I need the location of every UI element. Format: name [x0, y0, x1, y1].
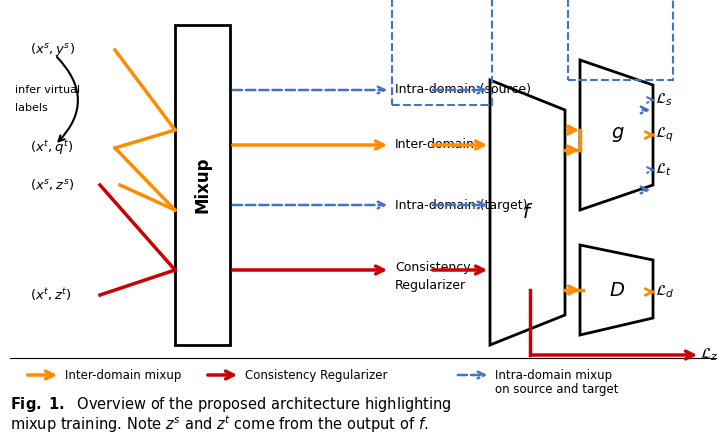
Text: Intra-domain (source): Intra-domain (source): [395, 83, 531, 96]
Text: $(x^s, y^s)$: $(x^s, y^s)$: [30, 41, 76, 58]
Text: Consistency: Consistency: [395, 261, 470, 274]
Text: $(x^t, q^t)$: $(x^t, q^t)$: [30, 139, 73, 157]
Text: Regularizer: Regularizer: [395, 278, 466, 292]
Text: $\mathcal{L}_t$: $\mathcal{L}_t$: [655, 161, 672, 178]
Text: Mixup: Mixup: [194, 157, 211, 213]
Text: $(x^s, z^s)$: $(x^s, z^s)$: [30, 178, 74, 193]
Text: $\mathcal{L}_d$: $\mathcal{L}_d$: [655, 284, 674, 300]
Text: infer virtual: infer virtual: [15, 85, 80, 95]
Text: $\mathbf{Fig.\ 1.}$  Overview of the proposed architecture highlighting: $\mathbf{Fig.\ 1.}$ Overview of the prop…: [10, 395, 452, 414]
Text: on source and target: on source and target: [495, 384, 619, 396]
Text: $\mathcal{L}_z$: $\mathcal{L}_z$: [700, 347, 719, 363]
Text: $f$: $f$: [522, 203, 533, 222]
Text: $g$: $g$: [611, 125, 624, 145]
Text: Consistency Regularizer: Consistency Regularizer: [245, 368, 388, 381]
Polygon shape: [580, 245, 653, 335]
Text: $\mathcal{L}_s$: $\mathcal{L}_s$: [655, 91, 673, 108]
Text: Intra-domain (target): Intra-domain (target): [395, 198, 528, 211]
Polygon shape: [490, 80, 565, 345]
Text: Inter-domain mixup: Inter-domain mixup: [65, 368, 182, 381]
Text: $\mathcal{L}_q$: $\mathcal{L}_q$: [655, 126, 674, 145]
Polygon shape: [580, 60, 653, 210]
Text: $D$: $D$: [609, 281, 626, 300]
FancyBboxPatch shape: [175, 25, 230, 345]
Text: Inter-domain: Inter-domain: [395, 139, 475, 152]
Text: labels: labels: [15, 103, 48, 113]
Text: mixup training. Note $z^s$ and $z^t$ come from the output of $f$.: mixup training. Note $z^s$ and $z^t$ com…: [10, 413, 428, 435]
Text: $(x^t, z^t)$: $(x^t, z^t)$: [30, 287, 72, 303]
Text: Intra-domain mixup: Intra-domain mixup: [495, 368, 612, 381]
